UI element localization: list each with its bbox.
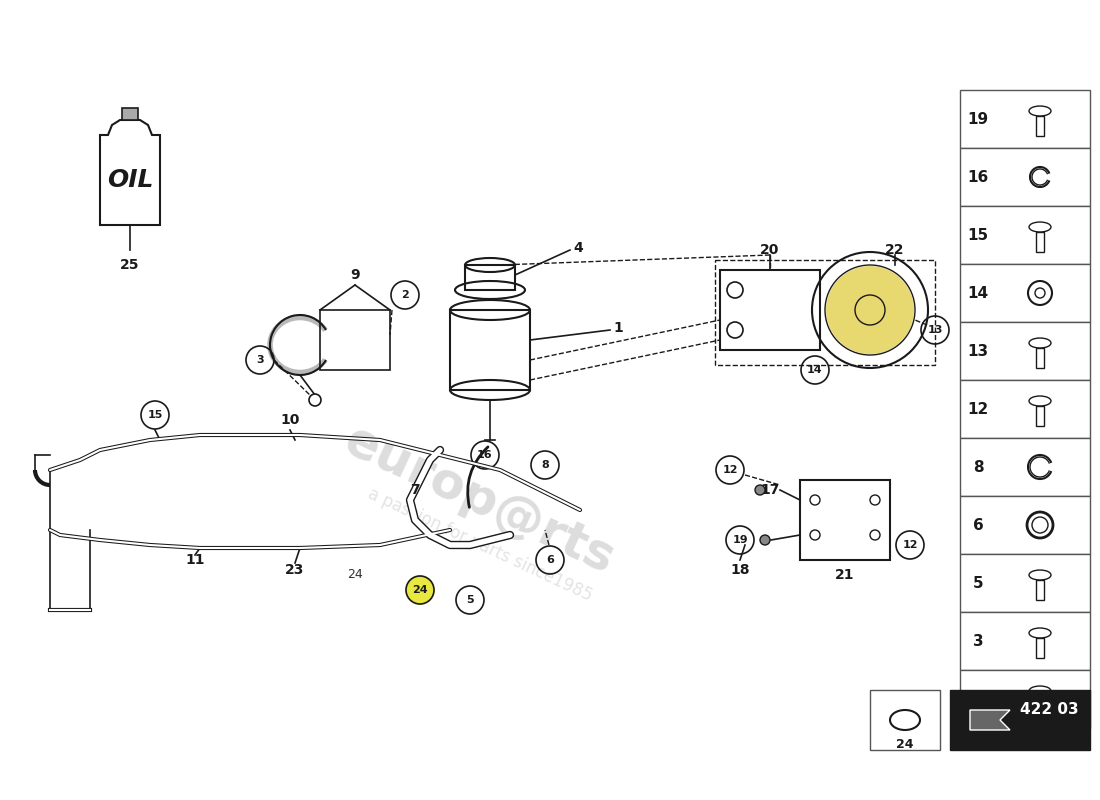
Text: 6: 6 (972, 518, 983, 533)
Text: 7: 7 (410, 483, 420, 497)
Text: 10: 10 (280, 413, 299, 427)
Bar (960, 438, 1090, 496)
Bar (960, 264, 1090, 322)
Text: 16: 16 (477, 450, 493, 460)
Text: 16: 16 (967, 170, 989, 185)
Text: 15: 15 (967, 227, 989, 242)
Bar (960, 496, 1090, 554)
Text: 25: 25 (120, 258, 140, 272)
Circle shape (406, 576, 434, 604)
Text: 3: 3 (972, 634, 983, 649)
Text: 17: 17 (760, 483, 780, 497)
Bar (960, 670, 1090, 728)
Bar (720, 270, 820, 350)
Text: 20: 20 (760, 243, 780, 257)
Text: 12: 12 (723, 465, 738, 475)
Text: 21: 21 (835, 568, 855, 582)
Text: 12: 12 (902, 540, 917, 550)
Bar (800, 480, 890, 560)
Bar (465, 265, 515, 290)
Bar (960, 612, 1090, 670)
Text: 14: 14 (967, 286, 989, 301)
Bar (950, 690, 1090, 750)
Bar (320, 310, 390, 370)
Bar (1036, 406, 1044, 426)
Bar (960, 148, 1090, 206)
Circle shape (755, 485, 764, 495)
Text: 4: 4 (573, 241, 583, 255)
Text: 18: 18 (730, 563, 750, 577)
Bar (450, 310, 530, 390)
Text: 19: 19 (967, 111, 989, 126)
Text: 2: 2 (972, 691, 983, 706)
Text: OIL: OIL (107, 168, 153, 192)
Text: 9: 9 (350, 268, 360, 282)
Text: 13: 13 (967, 343, 989, 358)
Text: 19: 19 (733, 535, 748, 545)
Bar (960, 322, 1090, 380)
Bar (1036, 348, 1044, 368)
Text: 13: 13 (927, 325, 943, 335)
Bar (1036, 638, 1044, 658)
Bar (960, 90, 1090, 148)
Text: 12: 12 (967, 402, 989, 417)
Text: 24: 24 (412, 585, 428, 595)
Text: 422 03: 422 03 (1020, 702, 1079, 718)
Circle shape (309, 394, 321, 406)
Text: 23: 23 (285, 563, 305, 577)
Text: 14: 14 (807, 365, 823, 375)
Circle shape (760, 535, 770, 545)
Text: 8: 8 (972, 459, 983, 474)
Bar (1036, 116, 1044, 136)
Text: 2: 2 (402, 290, 409, 300)
Bar (960, 206, 1090, 264)
Text: 5: 5 (972, 575, 983, 590)
Text: 5: 5 (466, 595, 474, 605)
Text: 1: 1 (613, 321, 623, 335)
Text: 24: 24 (896, 738, 914, 751)
Text: 8: 8 (541, 460, 549, 470)
Bar (715, 260, 935, 365)
Bar (1036, 580, 1044, 600)
Bar (870, 690, 940, 750)
Text: europ@rts: europ@rts (337, 416, 623, 584)
Text: 24: 24 (348, 569, 363, 582)
Text: 11: 11 (185, 553, 205, 567)
Text: a passion for parts since1985: a passion for parts since1985 (365, 485, 595, 605)
Polygon shape (970, 710, 1010, 730)
Bar (960, 380, 1090, 438)
Text: 3: 3 (256, 355, 264, 365)
Bar (122, 108, 138, 120)
Bar (1036, 232, 1044, 252)
Circle shape (826, 266, 914, 354)
Text: 6: 6 (546, 555, 554, 565)
Text: 22: 22 (886, 243, 904, 257)
Bar (1036, 696, 1044, 716)
Text: 15: 15 (147, 410, 163, 420)
Bar (960, 554, 1090, 612)
